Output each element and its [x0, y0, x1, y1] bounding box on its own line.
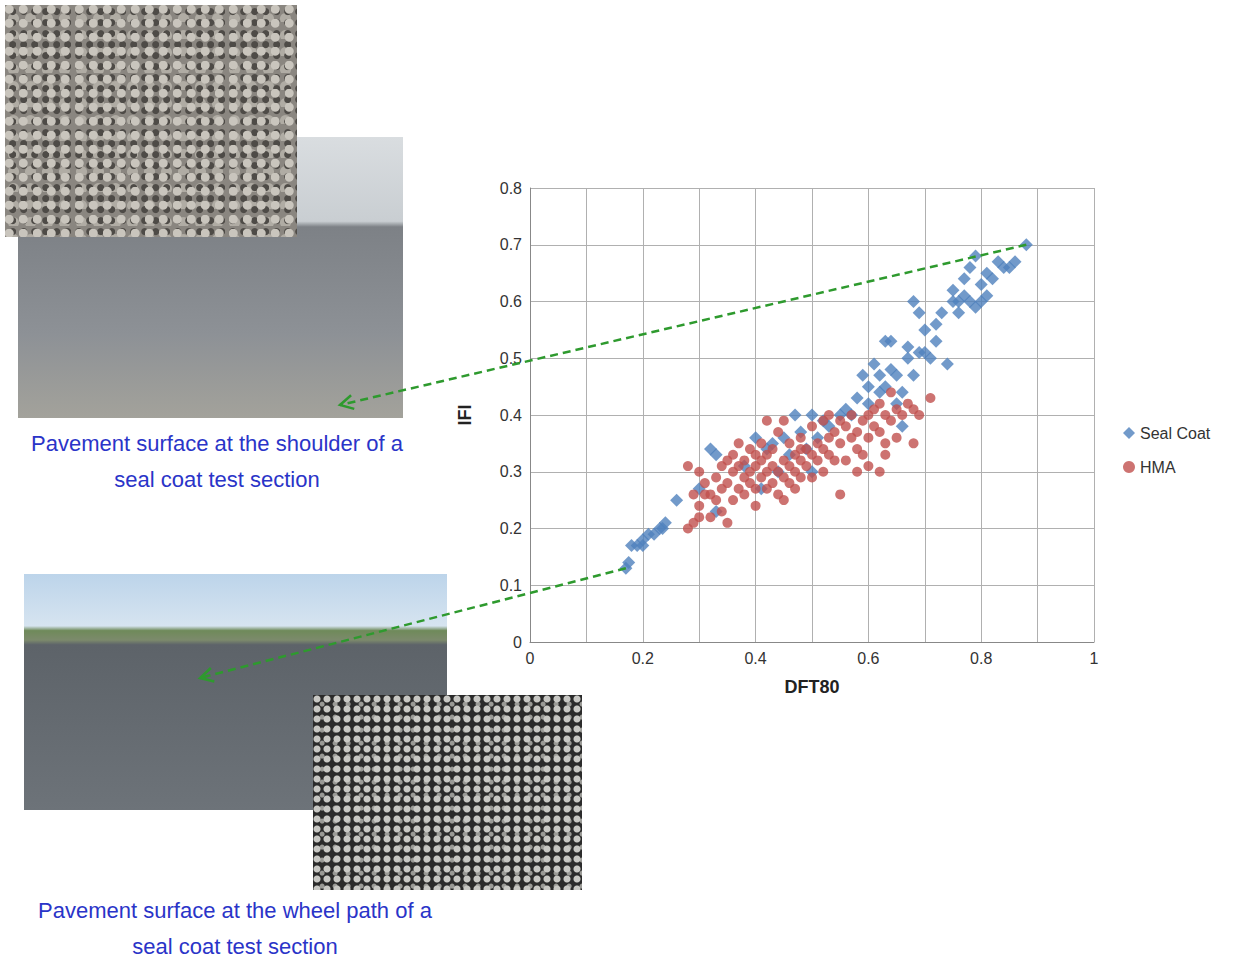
- svg-text:0.8: 0.8: [500, 180, 522, 197]
- svg-text:0.3: 0.3: [500, 463, 522, 480]
- svg-text:IFI: IFI: [455, 405, 475, 426]
- svg-text:1: 1: [1090, 650, 1099, 667]
- svg-text:0.2: 0.2: [632, 650, 654, 667]
- svg-text:Seal Coat: Seal Coat: [1140, 425, 1211, 442]
- svg-text:0.8: 0.8: [970, 650, 992, 667]
- svg-text:HMA: HMA: [1140, 459, 1176, 476]
- svg-text:0.4: 0.4: [500, 407, 522, 424]
- svg-text:0.6: 0.6: [500, 293, 522, 310]
- svg-text:0.4: 0.4: [744, 650, 766, 667]
- svg-text:0.7: 0.7: [500, 236, 522, 253]
- svg-text:0: 0: [513, 634, 522, 651]
- svg-text:DFT80: DFT80: [784, 677, 839, 697]
- html-text:Pavement surface at the should: Pavement surface at the shoulder of a se…: [31, 431, 403, 492]
- svg-text:0.6: 0.6: [857, 650, 879, 667]
- svg-text:0.2: 0.2: [500, 520, 522, 537]
- svg-text:0.1: 0.1: [500, 577, 522, 594]
- html-text:Pavement surface at the wheel: Pavement surface at the wheel path of a …: [38, 898, 432, 959]
- svg-text:0.5: 0.5: [500, 350, 522, 367]
- svg-text:0: 0: [526, 650, 535, 667]
